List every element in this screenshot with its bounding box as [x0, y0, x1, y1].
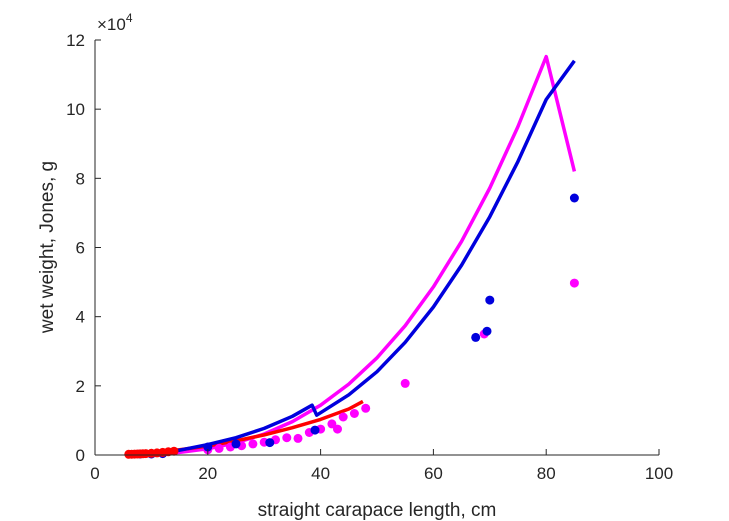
data-point — [169, 446, 179, 456]
x-axis-ticks: 0 20 40 60 80 100 — [90, 449, 673, 483]
series-lines — [128, 54, 577, 457]
data-point — [569, 278, 579, 288]
data-point — [338, 412, 348, 422]
data-point — [485, 295, 495, 305]
data-point — [569, 193, 579, 203]
x-tick-label: 60 — [424, 464, 443, 483]
x-tick-label: 100 — [645, 464, 673, 483]
data-point — [482, 326, 492, 336]
data-point — [282, 433, 292, 443]
data-point — [333, 424, 342, 434]
x-tick-label: 20 — [198, 464, 217, 483]
data-point — [400, 378, 410, 388]
x-tick-label: 80 — [537, 464, 556, 483]
y-tick-label: 2 — [76, 377, 85, 396]
data-point — [361, 403, 371, 413]
data-point — [265, 438, 275, 448]
y-tick-label: 6 — [76, 239, 85, 258]
y-tick-label: 12 — [66, 31, 85, 50]
y-tick-label: 4 — [76, 308, 85, 327]
series-points — [124, 193, 579, 459]
x-axis-label: straight carapace length, cm — [258, 500, 497, 521]
y-axis-exponent: ×104 — [97, 11, 133, 34]
data-point — [214, 443, 224, 453]
fit-curve-line — [128, 59, 576, 457]
fit-curve-line — [140, 54, 577, 457]
data-point — [203, 442, 213, 452]
data-point — [310, 425, 320, 435]
y-tick-label: 8 — [76, 169, 85, 188]
data-point — [248, 439, 258, 449]
data-point — [471, 332, 481, 342]
x-tick-label: 0 — [90, 464, 99, 483]
data-point — [293, 433, 303, 443]
y-tick-label: 10 — [66, 100, 85, 119]
x-tick-label: 40 — [311, 464, 330, 483]
data-point — [349, 409, 359, 418]
y-axis-ticks: 0 2 4 6 8 10 12 — [66, 31, 101, 465]
data-point — [231, 439, 241, 449]
y-tick-label: 0 — [76, 446, 85, 465]
y-axis-label: wet weight, Jones, g — [37, 161, 58, 334]
